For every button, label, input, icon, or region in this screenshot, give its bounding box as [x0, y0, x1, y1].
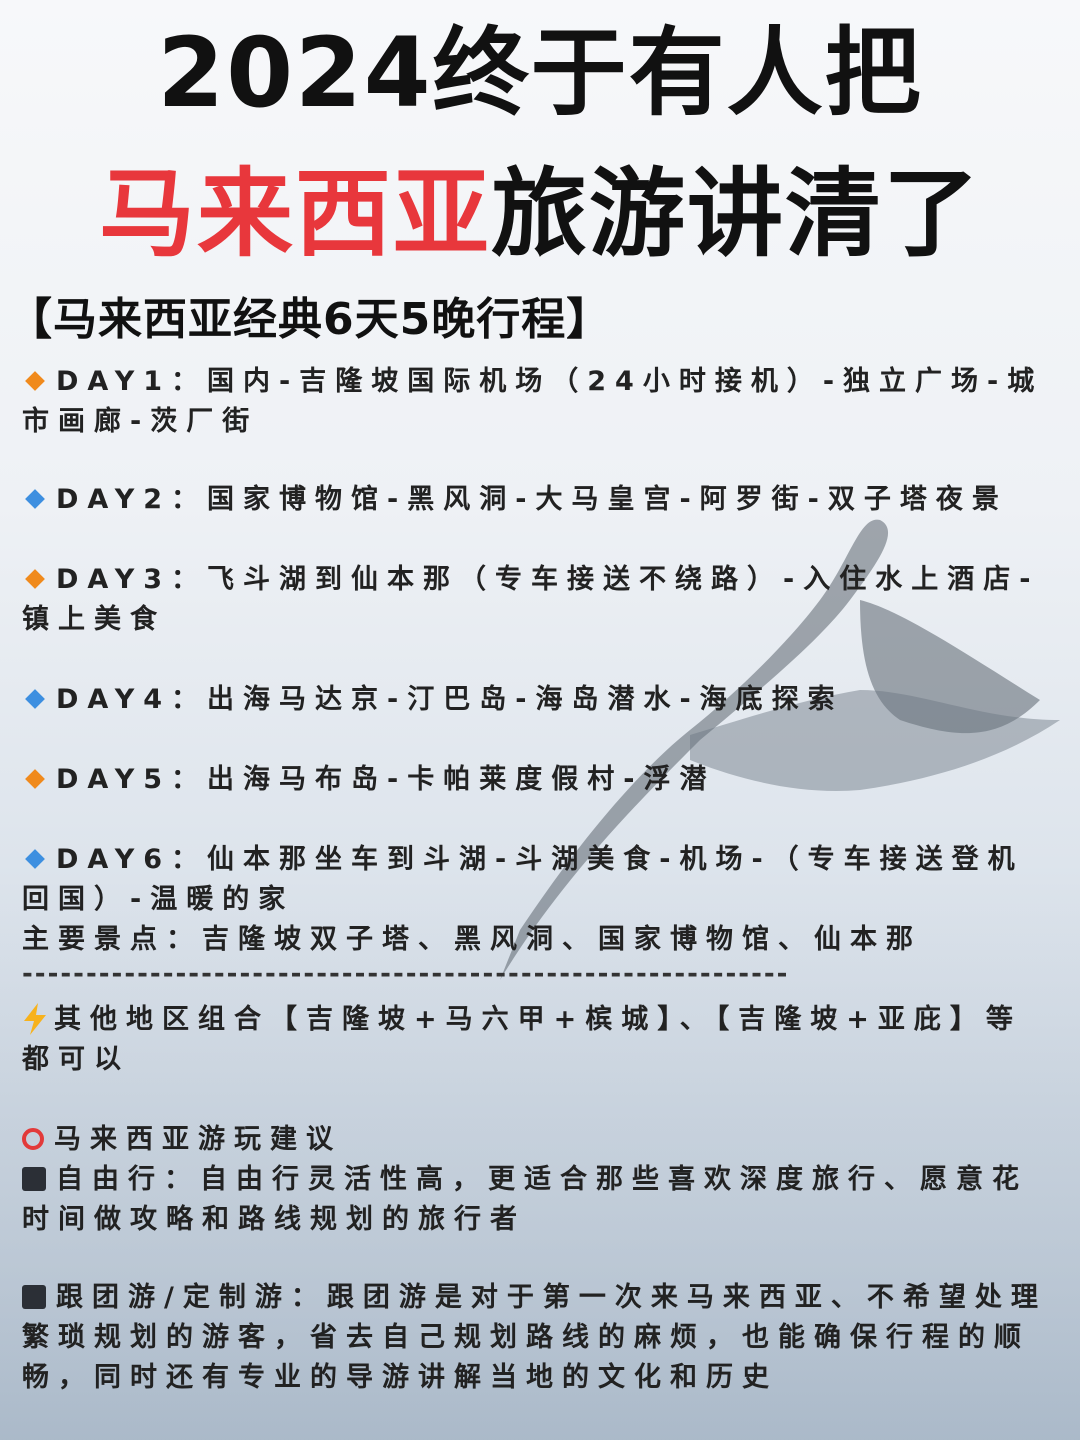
blue-diamond-icon [25, 489, 45, 509]
day-text: DAY4：出海马达京-汀巴岛-海岛潜水-海底探索 [56, 684, 844, 715]
blue-diamond-icon [25, 849, 45, 869]
main-spots: 主要景点：吉隆坡双子塔、黑风洞、国家博物馆、仙本那 [22, 924, 922, 955]
day-item: DAY3：飞斗湖到仙本那（专车接送不绕路）-入住水上酒店-镇上美食 [22, 560, 1052, 640]
advice-text: 跟团游/定制游：跟团游是对于第一次来马来西亚、不希望处理繁琐规划的游客，省去自己… [22, 1282, 1047, 1393]
black-square-icon [22, 1284, 46, 1309]
day-item: DAY4：出海马达京-汀巴岛-海岛潜水-海底探索 [22, 680, 1052, 720]
day-text: DAY5：出海马布岛-卡帕莱度假村-浮潜 [56, 764, 716, 795]
day-text: DAY1：国内-吉隆坡国际机场（24小时接机）-独立广场-城市画廊-茨厂街 [22, 366, 1044, 437]
red-circle-icon [22, 1127, 44, 1150]
day-text: DAY6：仙本那坐车到斗湖-斗湖美食-机场-（专车接送登机回国）-温暖的家 [22, 844, 1024, 915]
day-text: DAY2：国家博物馆-黑风洞-大马皇宫-阿罗街-双子塔夜景 [56, 484, 1008, 515]
advice-heading-row: 马来西亚游玩建议 [22, 1120, 1052, 1160]
title-line-2: 马来西亚旅游讲清了 [0, 158, 1080, 270]
orange-diamond-icon [25, 569, 45, 589]
title-highlight: 马来西亚 [99, 158, 491, 270]
lightning-icon [24, 1002, 46, 1035]
advice-item: 跟团游/定制游：跟团游是对于第一次来马来西亚、不希望处理繁琐规划的游客，省去自己… [22, 1278, 1052, 1398]
title-rest: 旅游讲清了 [491, 158, 981, 270]
advice-heading: 马来西亚游玩建议 [54, 1124, 342, 1155]
day-item: DAY5：出海马布岛-卡帕莱度假村-浮潜 [22, 760, 1052, 800]
black-square-icon [22, 1166, 46, 1191]
itinerary-heading: 【马来西亚经典6天5晚行程】 [8, 294, 612, 345]
divider: ----------------------------------------… [22, 962, 790, 986]
orange-diamond-icon [25, 371, 45, 391]
day-item: DAY1：国内-吉隆坡国际机场（24小时接机）-独立广场-城市画廊-茨厂街 [22, 362, 1052, 442]
day-text: DAY3：飞斗湖到仙本那（专车接送不绕路）-入住水上酒店-镇上美食 [22, 564, 1040, 635]
blue-diamond-icon [25, 689, 45, 709]
day-item: DAY2：国家博物馆-黑风洞-大马皇宫-阿罗街-双子塔夜景 [22, 480, 1052, 520]
other-regions-text: 其他地区组合【吉隆坡+马六甲+槟城】、【吉隆坡+亚庇】等都可以 [22, 1004, 1022, 1075]
advice-item: 自由行：自由行灵活性高，更适合那些喜欢深度旅行、愿意花时间做攻略和路线规划的旅行… [22, 1160, 1052, 1240]
orange-diamond-icon [25, 769, 45, 789]
advice-text: 自由行：自由行灵活性高，更适合那些喜欢深度旅行、愿意花时间做攻略和路线规划的旅行… [22, 1164, 1028, 1235]
title-line-1: 2024终于有人把 [157, 17, 923, 129]
other-regions: 其他地区组合【吉隆坡+马六甲+槟城】、【吉隆坡+亚庇】等都可以 [22, 1000, 1052, 1080]
day-item: DAY6：仙本那坐车到斗湖-斗湖美食-机场-（专车接送登机回国）-温暖的家 [22, 840, 1052, 920]
